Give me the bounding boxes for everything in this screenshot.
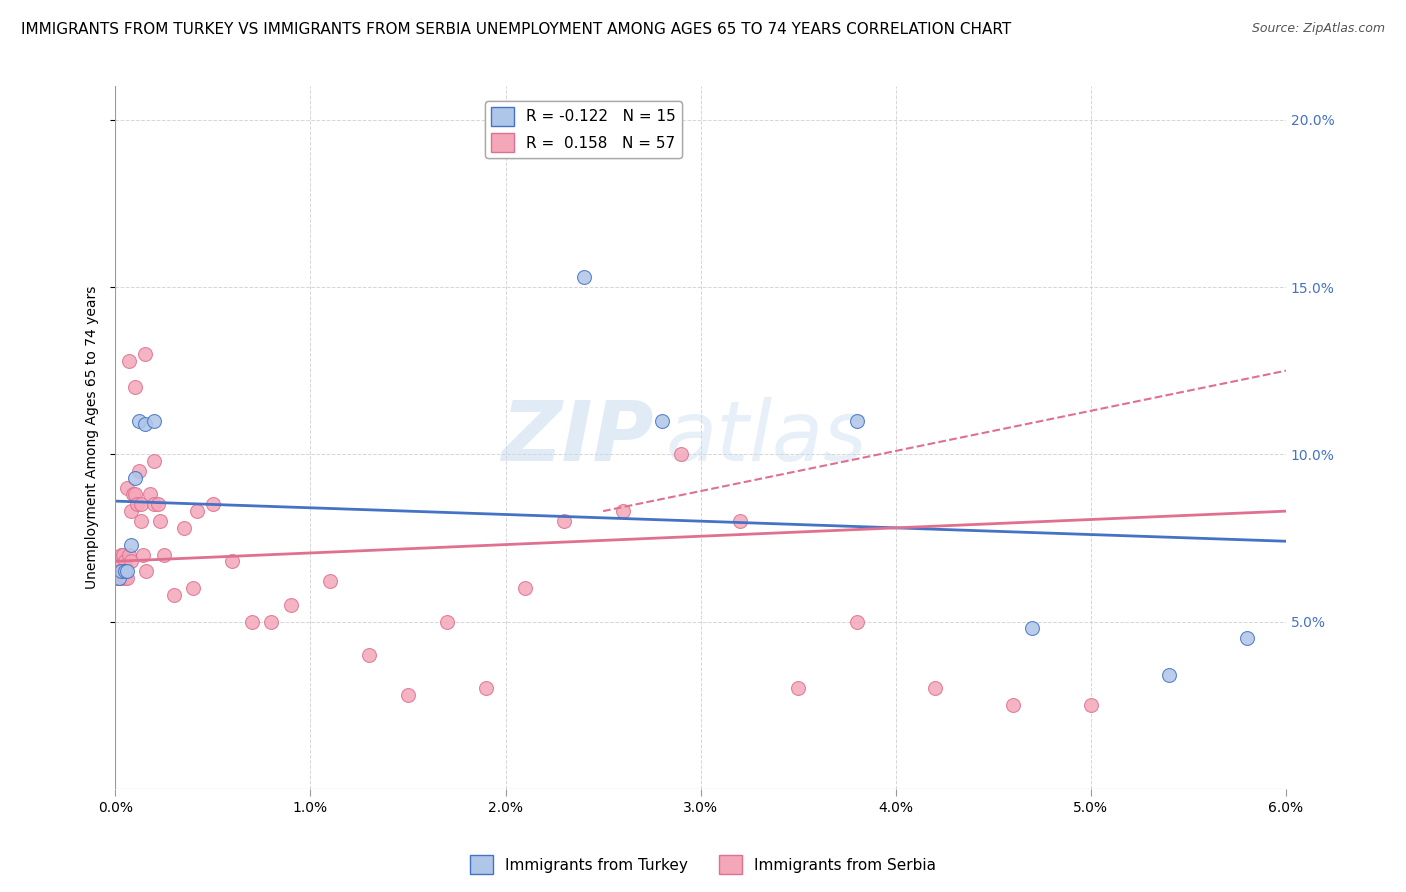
Point xyxy=(612,504,634,518)
Legend: Immigrants from Turkey, Immigrants from Serbia: Immigrants from Turkey, Immigrants from … xyxy=(464,849,942,880)
Point xyxy=(669,447,692,461)
Text: Source: ZipAtlas.com: Source: ZipAtlas.com xyxy=(1251,22,1385,36)
Point xyxy=(105,571,128,585)
Point xyxy=(134,347,156,361)
Point xyxy=(201,498,224,512)
Text: ZIP: ZIP xyxy=(501,397,654,478)
Point xyxy=(115,571,138,585)
Point xyxy=(114,554,136,568)
Point xyxy=(110,565,132,579)
Y-axis label: Unemployment Among Ages 65 to 74 years: Unemployment Among Ages 65 to 74 years xyxy=(86,285,100,590)
Point xyxy=(129,514,152,528)
Point xyxy=(128,464,150,478)
Point xyxy=(924,681,946,696)
Point xyxy=(149,514,172,528)
Point xyxy=(787,681,810,696)
Point xyxy=(181,581,204,595)
Point xyxy=(1157,668,1180,682)
Point xyxy=(163,588,186,602)
Text: atlas: atlas xyxy=(665,397,868,478)
Point xyxy=(143,454,166,468)
Point xyxy=(112,565,135,579)
Point xyxy=(728,514,751,528)
Point xyxy=(110,548,132,562)
Point xyxy=(173,521,195,535)
Point xyxy=(845,615,868,629)
Point xyxy=(108,571,131,585)
Point xyxy=(553,514,575,528)
Point xyxy=(651,414,673,428)
Point xyxy=(139,487,162,501)
Point xyxy=(260,615,283,629)
Point xyxy=(143,498,166,512)
Point xyxy=(114,565,136,579)
Point xyxy=(110,571,132,585)
Point xyxy=(148,498,170,512)
Point xyxy=(115,565,138,579)
Point xyxy=(153,548,176,562)
Point xyxy=(129,498,152,512)
Point xyxy=(131,548,153,562)
Point xyxy=(572,270,595,285)
Point xyxy=(475,681,498,696)
Point xyxy=(124,487,146,501)
Point xyxy=(108,554,131,568)
Point xyxy=(112,548,135,562)
Point xyxy=(118,548,141,562)
Point xyxy=(280,598,302,612)
Point xyxy=(221,554,243,568)
Point xyxy=(115,481,138,495)
Point xyxy=(134,417,156,432)
Point xyxy=(135,565,157,579)
Point xyxy=(110,565,132,579)
Point xyxy=(1236,632,1258,646)
Point xyxy=(124,471,146,485)
Point xyxy=(1080,698,1102,713)
Point xyxy=(240,615,263,629)
Point xyxy=(121,487,143,501)
Point xyxy=(513,581,536,595)
Point xyxy=(114,571,136,585)
Point xyxy=(1001,698,1024,713)
Point xyxy=(125,498,148,512)
Point xyxy=(845,414,868,428)
Point xyxy=(120,554,142,568)
Point xyxy=(105,565,128,579)
Point xyxy=(120,504,142,518)
Point xyxy=(128,414,150,428)
Point xyxy=(1021,621,1043,635)
Point xyxy=(108,571,131,585)
Point xyxy=(118,353,141,368)
Text: IMMIGRANTS FROM TURKEY VS IMMIGRANTS FROM SERBIA UNEMPLOYMENT AMONG AGES 65 TO 7: IMMIGRANTS FROM TURKEY VS IMMIGRANTS FRO… xyxy=(21,22,1011,37)
Point xyxy=(319,574,342,589)
Point xyxy=(120,538,142,552)
Point xyxy=(396,688,419,702)
Legend: R = -0.122   N = 15, R =  0.158   N = 57: R = -0.122 N = 15, R = 0.158 N = 57 xyxy=(485,101,682,158)
Point xyxy=(124,380,146,394)
Point xyxy=(357,648,380,662)
Point xyxy=(186,504,208,518)
Point xyxy=(436,615,458,629)
Point xyxy=(143,414,166,428)
